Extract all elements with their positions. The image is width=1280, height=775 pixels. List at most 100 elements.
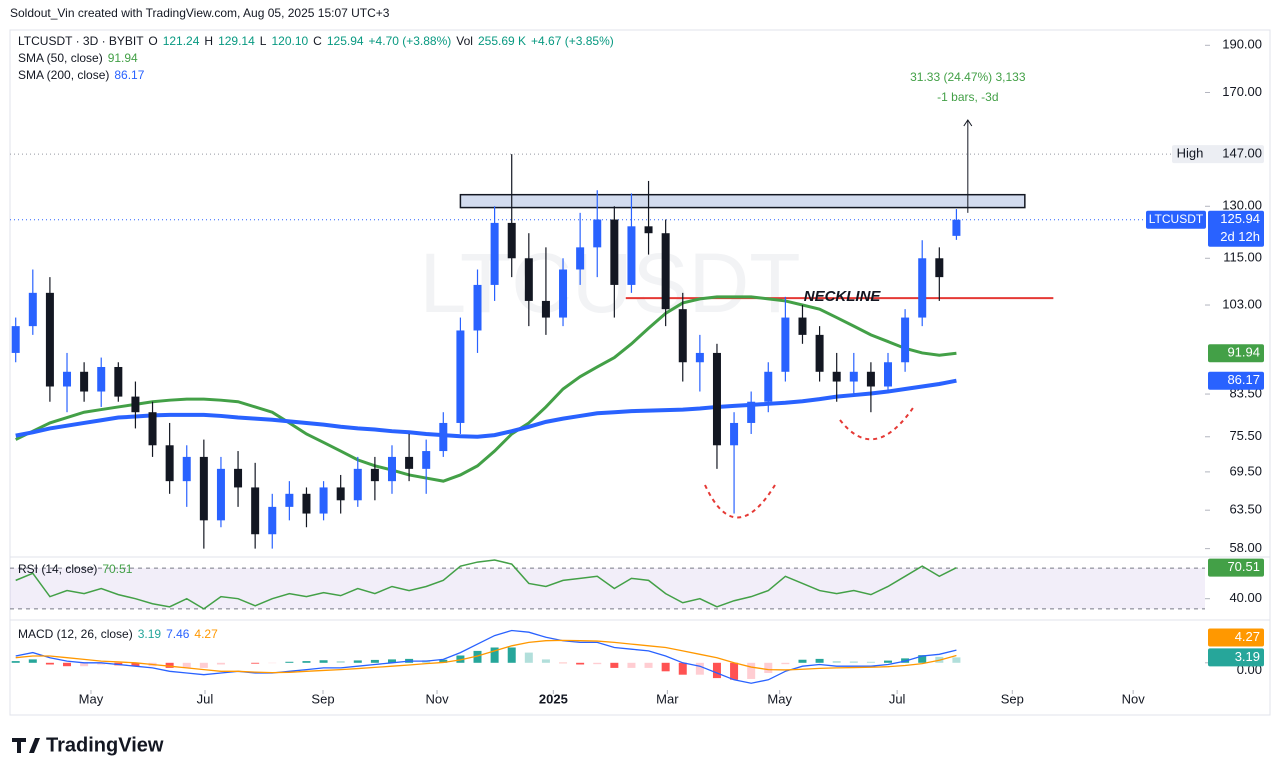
legend-value: 91.94 xyxy=(108,51,138,65)
sma-value-label-box xyxy=(1208,344,1264,363)
macd-histogram-bar xyxy=(730,662,739,680)
candle-body xyxy=(387,456,396,482)
y-tick-label: 58.00 xyxy=(1229,540,1262,555)
candle-body xyxy=(952,219,961,236)
candle-body xyxy=(268,506,277,535)
candle-body xyxy=(507,222,516,259)
macd-histogram-bar xyxy=(593,662,602,665)
candle-body xyxy=(764,371,773,402)
x-tick-label: Nov xyxy=(1122,691,1146,706)
legend-row: SMA (200, close) 86.17 xyxy=(18,68,145,82)
candle-body xyxy=(798,317,807,335)
legend-quote: L xyxy=(260,34,267,48)
candle-body xyxy=(644,226,653,234)
legend-quote: 120.10 xyxy=(271,34,308,48)
candle-body xyxy=(901,317,910,363)
candle-body xyxy=(11,326,20,353)
x-tick-label: Mar xyxy=(656,691,679,706)
y-tick-label: 103.00 xyxy=(1222,296,1262,311)
macd-histogram-label: 3.19 xyxy=(1235,649,1260,664)
sma-line xyxy=(15,295,957,483)
candle-body xyxy=(627,226,636,285)
legend-volume: Vol xyxy=(456,34,473,48)
macd-signal-line xyxy=(15,639,957,674)
candle-body xyxy=(712,352,721,446)
measure-sublabel: -1 bars, -3d xyxy=(937,90,998,104)
x-tick-label: Jul xyxy=(889,691,906,706)
candle-body xyxy=(832,371,841,382)
watermark: LTCUSDT xyxy=(419,236,800,330)
high-tag-box xyxy=(1172,145,1264,164)
macd-histogram-bar xyxy=(353,660,362,663)
sma-line xyxy=(15,378,957,439)
macd-histogram-bar xyxy=(678,662,687,675)
x-tick-label: 2025 xyxy=(539,691,568,706)
symbol-label: LTCUSDT xyxy=(1149,212,1204,226)
candle-body xyxy=(131,396,140,413)
legend-value: 70.51 xyxy=(102,562,132,576)
legend-value: 3.19 xyxy=(138,627,162,641)
candle-body xyxy=(45,292,54,387)
macd-histogram-bar xyxy=(798,659,807,663)
rsi-line xyxy=(15,559,957,610)
pattern-arc xyxy=(704,484,776,519)
resistance-zone xyxy=(459,193,1026,209)
macd-histogram-bar xyxy=(370,659,379,663)
candle-body xyxy=(781,317,790,372)
last-price-label-extra: 2d 12h xyxy=(1220,229,1260,244)
candle-body xyxy=(541,300,550,318)
legend-symbol: LTCUSDT · 3D · BYBIT xyxy=(18,34,144,48)
sma-value-label: 91.94 xyxy=(1227,345,1260,360)
y-tick-label: 69.50 xyxy=(1229,463,1262,478)
candle-body xyxy=(319,487,328,514)
candle-body xyxy=(114,366,123,397)
macd-histogram-bar xyxy=(473,650,482,663)
macd-histogram-bar xyxy=(918,655,927,663)
candle-body xyxy=(576,247,585,270)
macd-histogram-bar xyxy=(336,661,345,663)
macd-histogram-bar xyxy=(251,662,260,664)
candle-body xyxy=(63,371,72,387)
legend-row: MACD (12, 26, close) 3.19 7.46 4.27 xyxy=(18,627,218,641)
logo: TradingView xyxy=(12,734,164,756)
macd-histogram-bar xyxy=(576,662,585,665)
legend-value: 7.46 xyxy=(166,627,190,641)
legend-row: SMA (50, close) 91.94 xyxy=(18,51,138,65)
candle-body xyxy=(524,258,533,301)
candle-body xyxy=(918,258,927,318)
macd-signal-label: 4.27 xyxy=(1235,629,1260,644)
candle-body xyxy=(405,456,414,469)
rsi-band xyxy=(10,568,1205,609)
candle-body xyxy=(559,269,568,318)
candle-body xyxy=(302,493,311,514)
macd-histogram-bar xyxy=(387,659,396,663)
macd-signal-label-box xyxy=(1208,628,1264,647)
candle-body xyxy=(935,258,944,278)
macd-histogram-label-box xyxy=(1208,648,1264,667)
legend-row: LTCUSDT · 3D · BYBIT O 121.24 H 129.14 L 120.1… xyxy=(18,34,614,48)
candle-body xyxy=(285,493,294,507)
pattern-arc xyxy=(839,404,916,441)
brand: TradingView xyxy=(46,734,164,756)
candle-body xyxy=(422,451,431,469)
legend-quote: O xyxy=(148,34,157,48)
macd-histogram-bar xyxy=(319,660,328,663)
candle-body xyxy=(439,422,448,452)
legend-value: 86.17 xyxy=(114,68,144,82)
candle-body xyxy=(695,352,704,363)
macd-histogram-bar xyxy=(216,662,225,665)
candle-body xyxy=(148,412,157,446)
credit: Soldout_Vin created with TradingView.com… xyxy=(10,6,390,20)
legend-quote: 129.14 xyxy=(218,34,255,48)
frame xyxy=(9,29,1271,716)
macd-histogram-bar xyxy=(815,658,824,663)
candle-body xyxy=(815,334,824,372)
measure-label: 31.33 (24.47%) 3,133 xyxy=(910,70,1026,84)
candle-body xyxy=(456,330,465,423)
x-tick-label: Sep xyxy=(311,691,334,706)
legend-quote: H xyxy=(204,34,213,48)
legend-name: MACD (12, 26, close) xyxy=(18,627,133,641)
x-tick-label: Jul xyxy=(197,691,214,706)
last-price-label: 125.94 xyxy=(1220,211,1260,226)
